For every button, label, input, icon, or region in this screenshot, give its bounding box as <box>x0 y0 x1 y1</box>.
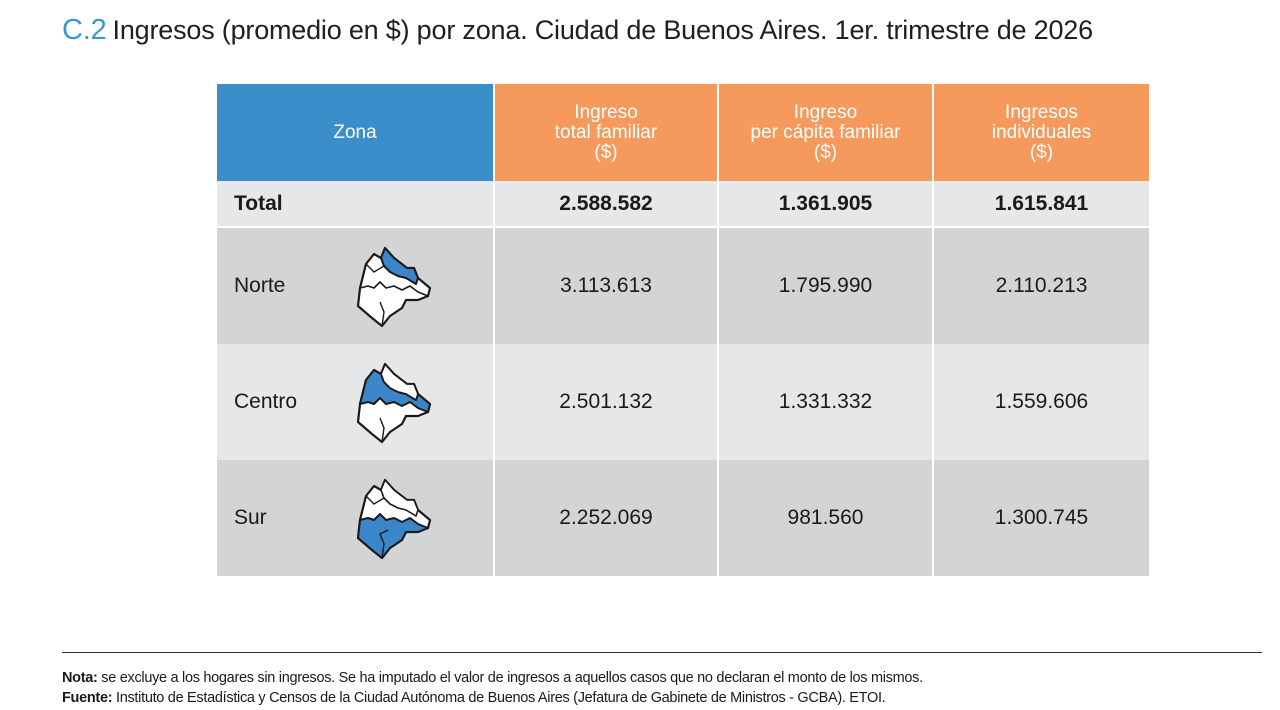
value-cell: 1.559.606 <box>934 344 1149 460</box>
header-zona: Zona <box>217 84 495 181</box>
value-cell: 3.113.613 <box>495 228 719 344</box>
centro-ingresos-individuales: 1.559.606 <box>994 390 1089 413</box>
centro-ingreso-per-capita: 1.331.332 <box>778 390 873 413</box>
centro-ingreso-total-familiar: 2.501.132 <box>559 390 653 413</box>
value-cell: 2.110.213 <box>934 228 1149 344</box>
row-centro-zona-cell: Centro <box>217 344 495 460</box>
nota-line: Nota: se excluye a los hogares sin ingre… <box>62 668 923 688</box>
value-cell: 1.331.332 <box>719 344 934 460</box>
fuente-text: Instituto de Estadística y Censos de la … <box>112 690 886 706</box>
header-ingreso-total-familiar: Ingreso total familiar ($) <box>495 84 719 181</box>
row-sur-zona-cell: Sur <box>217 460 495 576</box>
total-cell: 2.588.582 <box>495 181 719 228</box>
norte-ingreso-total-familiar: 3.113.613 <box>560 274 652 297</box>
norte-ingreso-per-capita: 1.795.990 <box>778 274 873 297</box>
nota-text: se excluye a los hogares sin ingresos. S… <box>97 670 923 686</box>
sur-ingresos-individuales: 1.300.745 <box>994 506 1089 529</box>
zone-norte-map-icon <box>356 246 432 328</box>
norte-ingresos-individuales: 2.110.213 <box>995 274 1088 297</box>
page-title: C.2 Ingresos (promedio en $) por zona. Ci… <box>62 14 1093 47</box>
footnotes: Nota: se excluye a los hogares sin ingre… <box>62 668 923 708</box>
income-table: Zona Ingreso total familiar ($) Ingreso … <box>217 84 1149 576</box>
total-label: Total <box>234 191 283 215</box>
zone-sur-map-icon <box>356 478 432 560</box>
total-ingresos-individuales: 1.615.841 <box>994 191 1089 215</box>
fuente-label: Fuente: <box>62 690 113 706</box>
value-cell: 2.501.132 <box>495 344 719 460</box>
total-ingreso-per-capita: 1.361.905 <box>778 191 873 215</box>
zona-label-sur: Sur <box>234 506 267 529</box>
table-code: C.2 <box>62 14 107 46</box>
value-cell: 981.560 <box>719 460 934 576</box>
total-cell: 1.361.905 <box>719 181 934 228</box>
value-cell: 1.795.990 <box>719 228 934 344</box>
total-ingreso-total-familiar: 2.588.582 <box>559 191 653 215</box>
nota-label: Nota: <box>62 670 98 686</box>
sur-ingreso-per-capita: 981.560 <box>787 506 864 529</box>
total-row-label-cell: Total <box>217 181 495 228</box>
header-ingresos-individuales: Ingresos individuales ($) <box>934 84 1149 181</box>
zona-label-norte: Norte <box>234 274 286 297</box>
sur-ingreso-total-familiar: 2.252.069 <box>559 506 653 529</box>
row-norte-zona-cell: Norte <box>217 228 495 344</box>
fuente-line: Fuente: Instituto de Estadística y Censo… <box>62 688 923 708</box>
header-ingreso-per-capita-familiar: Ingreso per cápita familiar ($) <box>719 84 934 181</box>
footer-divider <box>62 652 1262 653</box>
value-cell: 2.252.069 <box>495 460 719 576</box>
value-cell: 1.300.745 <box>934 460 1149 576</box>
zone-centro-map-icon <box>356 362 432 444</box>
total-cell: 1.615.841 <box>934 181 1149 228</box>
table-title: Ingresos (promedio en $) por zona. Ciuda… <box>112 15 1094 45</box>
zona-label-centro: Centro <box>234 390 298 413</box>
